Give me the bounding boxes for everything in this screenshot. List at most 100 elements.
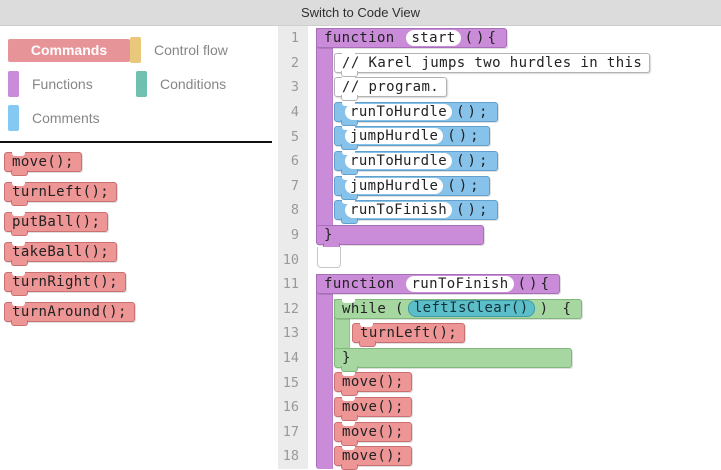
line-number: 11 [278,271,308,297]
block-comment[interactable]: // Karel jumps two hurdles in this [334,52,651,77]
block-command-move[interactable]: move(); [334,396,412,421]
line-number: 18 [278,444,308,469]
editor-row: 4 runToHurdle (); [278,99,721,126]
keyword-function: function [324,275,404,292]
editor-row: 7 jumpHurdle (); [278,173,721,200]
editor-row-content: jumpHurdle (); [308,124,721,151]
category-color-chip-functions [8,71,19,97]
call-parens: (); [456,202,491,219]
palette-tab-label: Conditions [160,76,227,92]
block-command-move[interactable]: move(); [334,421,412,446]
function-block-spine [316,274,333,469]
editor-row-content [308,247,721,272]
function-name-field[interactable]: start [406,30,461,46]
code-view-toggle-label[interactable]: Switch to Code View [301,5,420,20]
palette-tab-label: Control flow [154,42,228,58]
block-palette: Commands Control flow Functions Conditions C… [0,26,278,469]
palette-block-move[interactable]: move(); [4,152,82,176]
call-name-field[interactable]: jumpHurdle [345,177,444,194]
line-number: 4 [278,99,308,125]
function-name-field[interactable]: runToFinish [406,275,514,292]
block-command-move[interactable]: move(); [334,446,412,470]
block-comment[interactable]: // program. [334,77,448,102]
line-number: 9 [278,222,308,248]
block-command-turnLeft[interactable]: turnLeft(); [352,323,466,348]
palette-category-row: Comments [8,101,278,135]
editor-row-content: function start(){ [308,26,721,51]
editor-row: 1 function start(){ [278,26,721,51]
palette-tab-control-flow[interactable]: Control flow [130,37,228,63]
editor-row: 5 jumpHurdle (); [278,124,721,151]
condition-field-leftIsClear[interactable]: leftIsClear() [407,300,535,318]
call-parens: (); [447,128,482,145]
code-view-toggle-bar[interactable]: Switch to Code View [0,0,721,26]
editor-row-content: } [308,223,721,249]
palette-block-turnLeft[interactable]: turnLeft(); [4,182,118,206]
call-name-field[interactable]: runToHurdle [345,103,453,120]
category-color-chip-conditions [136,71,147,97]
block-call-jumpHurdle[interactable]: jumpHurdle (); [334,175,490,200]
line-number: 8 [278,198,308,223]
editor-row-content: // Karel jumps two hurdles in this [308,51,721,77]
editor-row: 8 runToFinish (); [278,198,721,225]
block-command-move[interactable]: move(); [334,372,412,397]
editor-row: 2 // Karel jumps two hurdles in this [278,50,721,77]
block-function-header-runToFinish[interactable]: function runToFinish(){ [316,273,560,294]
call-parens: (); [456,152,491,169]
palette-category-row: Commands Control flow [8,33,278,67]
editor-row-content: runToHurdle (); [308,149,721,175]
main-area: Commands Control flow Functions Conditions C… [0,26,721,470]
editor-row: 14} [278,345,721,372]
block-call-jumpHurdle[interactable]: jumpHurdle (); [334,126,490,151]
palette-tab-conditions[interactable]: Conditions [136,71,226,97]
function-header-braces: (){ [517,275,552,292]
call-name-field[interactable]: runToHurdle [345,152,453,169]
palette-tab-functions[interactable]: Functions [8,71,136,97]
line-number: 7 [278,173,308,199]
editor-row: 10 [278,247,721,272]
call-parens: (); [447,177,482,194]
palette-block-putBall[interactable]: putBall(); [4,212,109,236]
editor-row-content: // program. [308,75,721,102]
editor-row-content: } [308,346,721,372]
line-number: 17 [278,419,308,445]
line-number: 6 [278,148,308,174]
block-function-header-start[interactable]: function start(){ [316,28,507,48]
function-block-spine [316,28,333,245]
category-color-chip-control-flow [130,37,141,63]
editor-row: 9} [278,222,721,249]
editor-row: 16 move(); [278,394,721,421]
palette-tab-commands[interactable]: Commands [8,38,130,62]
editor-row-content: move(); [308,395,721,421]
keyword-while: while ( [342,300,404,317]
editor-row-content: move(); [308,444,721,470]
editor-row-content: runToHurdle (); [308,100,721,126]
palette-category-list: Commands Control flow Functions Conditions C… [0,26,278,135]
editor-row-content: jumpHurdle (); [308,174,721,200]
block-call-runToHurdle[interactable]: runToHurdle (); [334,150,499,175]
palette-block-turnAround[interactable]: turnAround(); [4,302,135,326]
category-color-chip-comments [8,105,19,131]
editor-row-content: runToFinish (); [308,198,721,225]
editor-row-content: move(); [308,370,721,397]
block-function-footer[interactable]: } [316,224,484,249]
block-while-footer[interactable]: } [334,347,572,372]
block-while-header[interactable]: while (leftIsClear()) { [334,298,582,319]
palette-block-turnRight[interactable]: turnRight(); [4,272,126,296]
line-number: 3 [278,75,308,100]
palette-category-row: Functions Conditions [8,67,278,101]
palette-block-takeBall[interactable]: takeBall(); [4,242,118,266]
function-header-braces: (){ [464,30,499,46]
line-number: 13 [278,321,308,346]
call-name-field[interactable]: runToFinish [345,202,453,219]
palette-tab-comments[interactable]: Comments [8,105,136,131]
while-header-braces: ) { [539,300,574,317]
editor-row-content: move(); [308,420,721,446]
line-number: 2 [278,50,308,76]
palette-block-list: move(); turnLeft(); putBall(); takeBall(); t… [0,143,278,326]
block-call-runToHurdle[interactable]: runToHurdle (); [334,101,499,126]
editor-row: 11 function runToFinish(){ [278,271,721,297]
call-name-field[interactable]: jumpHurdle [345,128,444,145]
palette-tab-label: Functions [32,76,93,92]
block-call-runToFinish[interactable]: runToFinish (); [334,200,499,225]
